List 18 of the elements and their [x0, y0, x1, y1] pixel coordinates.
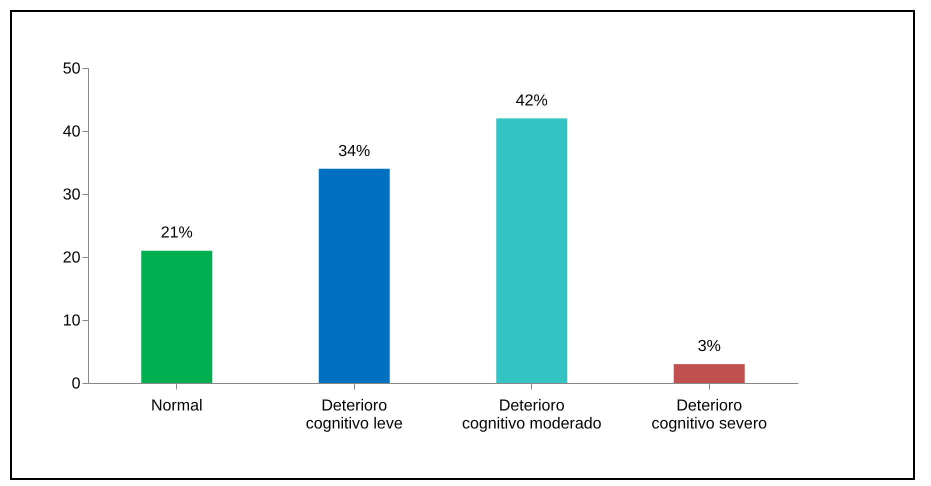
x-tick-label: Deterioro cognitivo leve [306, 398, 403, 432]
y-tick-label: 40 [62, 124, 81, 140]
data-label: 34% [338, 142, 370, 160]
data-label: 42% [516, 92, 548, 110]
x-tick-label: Deterioro cognitivo moderado [462, 398, 602, 432]
bar [318, 168, 390, 383]
bar [496, 118, 568, 383]
x-tick-label: Normal [150, 398, 203, 414]
y-tick-label: 30 [62, 186, 81, 204]
data-label: 3% [698, 338, 721, 356]
y-tick-label: 0 [72, 376, 81, 392]
x-tick-label: Deterioro cognitivo severo [651, 398, 768, 432]
bar [141, 250, 212, 383]
y-tick-label: 20 [62, 250, 81, 266]
data-label: 21% [160, 224, 193, 242]
bar [674, 364, 745, 383]
y-tick-label: 10 [62, 312, 81, 330]
y-tick-label: 50 [62, 60, 81, 78]
